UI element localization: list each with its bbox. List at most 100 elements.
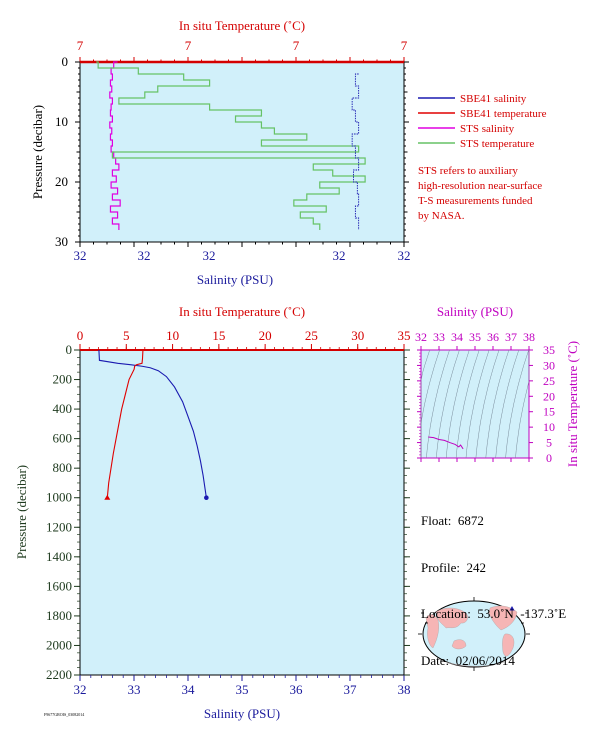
ts-y-tick-label: 30	[543, 358, 555, 372]
main-x2-tick-label: 10	[166, 328, 179, 343]
ts-trace	[428, 436, 464, 450]
ts-chart: Salinity (PSU) In situ Temperature (˚C) …	[415, 304, 580, 467]
date: Date: 02/06/2014	[421, 652, 515, 668]
trace-sbe41-salinity	[98, 349, 207, 498]
top-note: STS refers to auxiliary high-resolution …	[418, 165, 542, 222]
top-x1-tick-label: 32	[333, 248, 346, 263]
trace-sbe41-salinity	[351, 73, 360, 230]
top-y-tick-label: 30	[55, 234, 68, 249]
map-ticks	[418, 597, 530, 671]
top-x2-tick-label: 7	[77, 38, 84, 53]
ts-x-tick-label: 35	[469, 330, 481, 344]
top-x1-tick-label: 32	[398, 248, 411, 263]
main-x2-tick-label: 15	[212, 328, 225, 343]
main-y-tick-label: 1600	[46, 578, 72, 593]
note-line: high-resolution near-surface	[418, 180, 542, 192]
main-x1-title: Salinity (PSU)	[204, 706, 280, 721]
map-australia	[451, 639, 467, 650]
main-x2-tick-label: 35	[398, 328, 411, 343]
ts-y-tick-label: 10	[543, 420, 555, 434]
ts-y-tick-label: 5	[546, 436, 552, 450]
location: Location: 53.0˚N -137.3˚E	[421, 606, 567, 621]
top-x1-title: Salinity (PSU)	[197, 272, 273, 287]
footer-id: F9677GROIS_03082014	[44, 712, 85, 717]
top-x1-tick-label: 32	[203, 248, 216, 263]
top-chart: In situ Temperature (˚C) 7 7 7 7 32 32 3…	[30, 18, 547, 287]
map-asia	[435, 607, 468, 629]
main-x1-tick-label: 32	[74, 682, 87, 697]
main-y-tick-label: 600	[53, 431, 73, 446]
legend-label-sts-salinity: STS salinity	[460, 123, 515, 135]
main-y-tick-label: 800	[53, 460, 73, 475]
top-x2-title: In situ Temperature (˚C)	[179, 18, 305, 33]
top-y-tick-label: 10	[55, 114, 68, 129]
main-y-tick-label: 2200	[46, 667, 72, 682]
top-x1-ticklabels: 32 32 32 32 32	[74, 248, 411, 263]
ts-x-tick-label: 33	[433, 330, 445, 344]
map-land	[425, 605, 518, 667]
profile-number: Profile: 242	[421, 559, 486, 575]
note-line: T-S measurements funded	[418, 195, 533, 207]
main-x2-tick-label: 30	[351, 328, 364, 343]
density-contour	[445, 349, 470, 459]
trace-sts-temperature	[96, 61, 366, 230]
density-contour	[436, 349, 460, 459]
temperature-end-marker	[104, 494, 111, 500]
ts-y-tick-label: 25	[543, 374, 555, 388]
note-line: STS refers to auxiliary	[418, 165, 518, 177]
salinity-end-marker	[204, 495, 209, 501]
top-x2-ticklabels: 7 7 7 7	[77, 38, 408, 53]
ts-x-tick-label: 37	[505, 330, 517, 344]
top-x2-tick-label: 7	[293, 38, 300, 53]
density-contour	[495, 349, 520, 459]
float-id: Float: 6872	[421, 513, 484, 528]
top-y-title: Pressure (decibar)	[30, 105, 45, 199]
legend-label-sts-temperature: STS temperature	[460, 138, 534, 150]
main-x2-title: In situ Temperature (˚C)	[179, 304, 305, 319]
ts-y-tick-label: 0	[546, 451, 552, 465]
main-x1-tick-label: 36	[290, 682, 304, 697]
legend-label-sbe41-temperature: SBE41 temperature	[460, 108, 547, 120]
main-x1-tick-label: 34	[182, 682, 196, 697]
main-y-tick-label: 1800	[46, 608, 72, 623]
trace-sbe41-temperature	[106, 349, 144, 498]
main-y-title: Pressure (decibar)	[14, 465, 29, 559]
top-y-ticklabels: 0 10 20 30	[55, 54, 68, 249]
main-y-tick-label: 2000	[46, 637, 72, 652]
top-x1-tick-label: 32	[74, 248, 87, 263]
ts-y-title: In situ Temperature (˚C)	[565, 341, 580, 467]
map-europe-africa	[425, 614, 439, 649]
world-map	[418, 597, 530, 671]
ts-y-tick-label: 20	[543, 389, 555, 403]
density-contour	[426, 349, 450, 459]
top-x2-tick-label: 7	[401, 38, 408, 53]
main-y-tick-label: 1000	[46, 490, 72, 505]
note-line: by NASA.	[418, 210, 465, 222]
map-south-america	[502, 633, 515, 657]
top-ticks	[75, 57, 409, 247]
map-antarctica	[445, 661, 505, 667]
density-contour	[420, 349, 440, 458]
ts-plot-area	[420, 349, 530, 459]
ts-y-tick-label: 35	[543, 343, 555, 357]
density-contour	[475, 349, 500, 459]
density-contour	[485, 349, 510, 459]
float-location-marker	[509, 606, 515, 611]
main-x1-tick-label: 38	[398, 682, 411, 697]
map-north-america	[488, 605, 518, 631]
top-y-tick-label: 0	[62, 54, 69, 69]
main-x2-tick-label: 5	[123, 328, 130, 343]
ts-density-contours	[420, 349, 530, 459]
legend-label-sbe41-salinity: SBE41 salinity	[460, 93, 527, 105]
main-y-tick-label: 400	[53, 401, 73, 416]
main-y-tick-label: 200	[53, 372, 73, 387]
main-ticks: 32 33 34 35 36 37 38 0 5 10 15 20 25 30 35 0 200 400 600 80…	[46, 328, 411, 697]
top-y-tick-label: 20	[55, 174, 68, 189]
density-contour	[465, 349, 490, 459]
main-x1-tick-label: 35	[236, 682, 249, 697]
ts-traces	[428, 436, 464, 450]
main-traces	[98, 349, 209, 501]
ts-x-tick-label: 38	[523, 330, 535, 344]
